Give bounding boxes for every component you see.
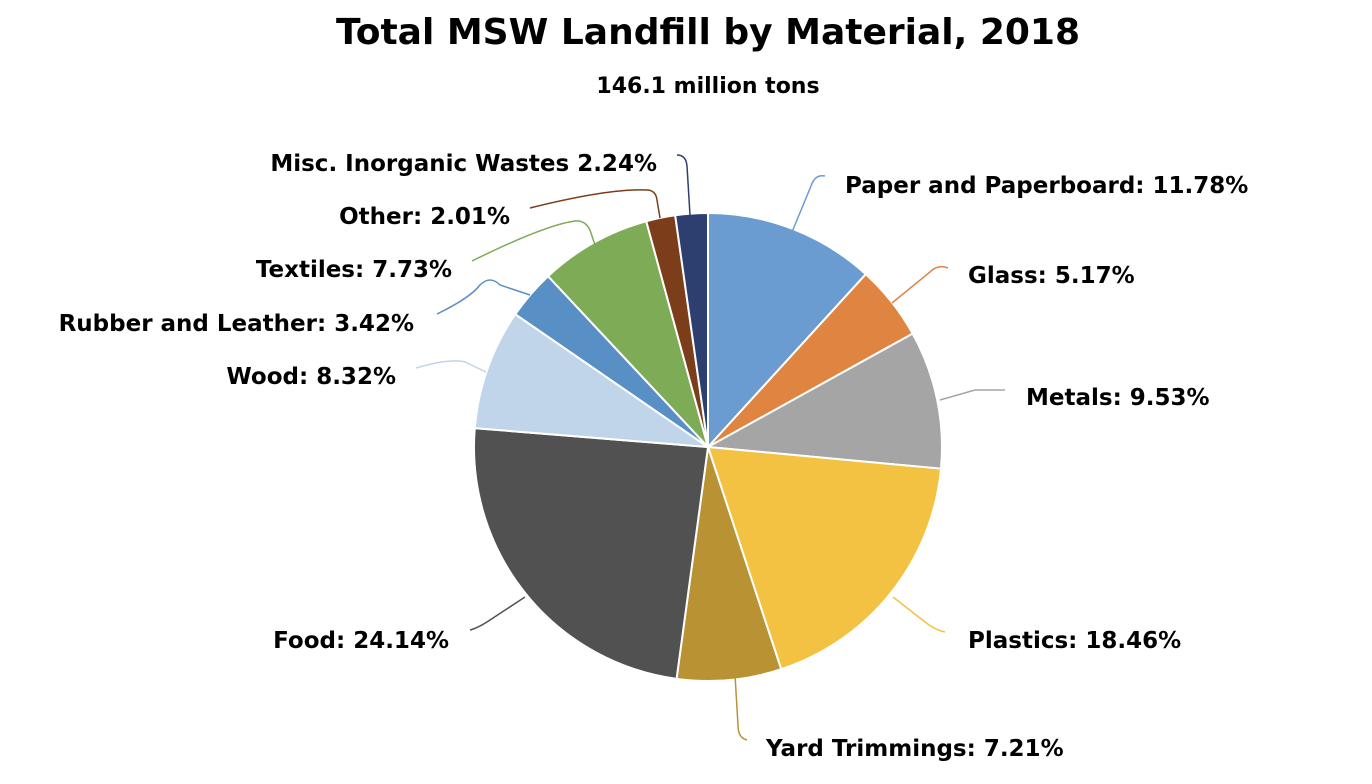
pie-slice-misc-inorganic-wastes	[674, 211, 709, 448]
data-label-wood: Wood: 8.32%	[226, 364, 396, 390]
data-label-yard: Yard Trimmings: 7.21%	[765, 736, 1064, 762]
pie-slice-metals	[704, 332, 943, 470]
pie-slice-wood	[473, 312, 712, 449]
leader-line-plastics	[892, 596, 946, 633]
pie-slice-plastics	[706, 445, 943, 671]
data-label-textiles: Textiles: 7.73%	[256, 257, 452, 283]
pie-slice-yard-trimmings	[675, 446, 783, 682]
leader-line-textiles	[471, 220, 596, 262]
leader-line-other	[529, 189, 661, 219]
chart-title: Total MSW Landfill by Material, 2018	[335, 12, 1081, 53]
pie-slice-food	[473, 427, 710, 681]
leader-line-glass	[891, 265, 949, 304]
leader-line-misc	[676, 154, 691, 216]
data-label-metals: Metals: 9.53%	[1026, 385, 1210, 411]
data-label-misc: Misc. Inorganic Wastes 2.24%	[270, 151, 657, 177]
leader-line-wood	[415, 360, 487, 373]
chart-subtitle: 146.1 million tons	[596, 74, 820, 99]
leader-line-yard	[734, 674, 748, 741]
data-label-plastics: Plastics: 18.46%	[968, 628, 1181, 654]
data-label-rubber: Rubber and Leather: 3.42%	[59, 311, 414, 337]
leader-line-metals	[939, 389, 1005, 401]
data-label-paper: Paper and Paperboard: 11.78%	[845, 173, 1248, 199]
leader-line-paper	[791, 174, 826, 233]
data-label-food: Food: 24.14%	[273, 628, 449, 654]
leader-line-food	[469, 596, 526, 631]
leader-line-rubber	[436, 279, 531, 315]
data-label-other: Other: 2.01%	[339, 204, 510, 230]
data-label-glass: Glass: 5.17%	[968, 263, 1135, 289]
